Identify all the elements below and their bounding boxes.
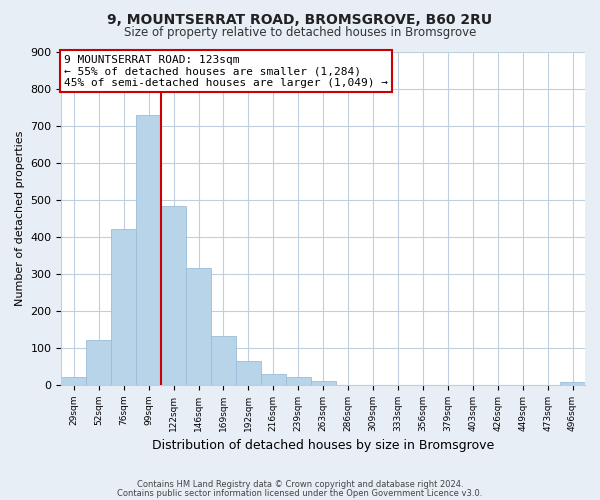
Bar (136, 114, 161, 385)
Bar (286, 377, 311, 385)
Bar (111, 230, 136, 385)
Bar (560, 382, 585, 385)
Y-axis label: Number of detached properties: Number of detached properties (15, 130, 25, 306)
Bar (261, 374, 286, 385)
Text: Contains HM Land Registry data © Crown copyright and database right 2024.: Contains HM Land Registry data © Crown c… (137, 480, 463, 489)
Bar (161, 206, 186, 385)
Bar (211, 336, 236, 385)
Text: Contains public sector information licensed under the Open Government Licence v3: Contains public sector information licen… (118, 488, 482, 498)
Bar (236, 361, 261, 385)
Text: 9, MOUNTSERRAT ROAD, BROMSGROVE, B60 2RU: 9, MOUNTSERRAT ROAD, BROMSGROVE, B60 2RU (107, 12, 493, 26)
X-axis label: Distribution of detached houses by size in Bromsgrove: Distribution of detached houses by size … (152, 440, 494, 452)
Text: 9 MOUNTSERRAT ROAD: 123sqm
← 55% of detached houses are smaller (1,284)
45% of s: 9 MOUNTSERRAT ROAD: 123sqm ← 55% of deta… (64, 55, 388, 88)
Bar (86, 340, 111, 385)
Text: Size of property relative to detached houses in Bromsgrove: Size of property relative to detached ho… (124, 26, 476, 39)
Bar (61, 377, 86, 385)
Bar (186, 268, 211, 385)
Bar (311, 382, 335, 385)
